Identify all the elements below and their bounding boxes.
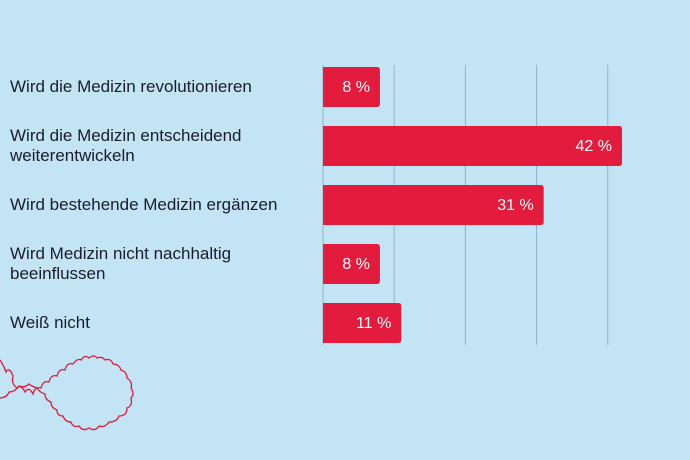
value-label: 8 %: [342, 79, 370, 96]
category-label: Wird die Medizin entscheidend weiterentw…: [10, 126, 242, 165]
category-label: Wird die Medizin revolutionieren: [10, 77, 252, 96]
bar: [323, 303, 402, 343]
category-label: Weiß nicht: [10, 313, 90, 332]
category-label: Wird bestehende Medizin ergänzen: [10, 195, 278, 214]
bar: [323, 67, 380, 107]
value-label: 8 %: [342, 256, 370, 273]
value-label: 42 %: [576, 138, 612, 155]
bar: [323, 126, 622, 166]
bar: [323, 244, 380, 284]
value-label: 11 %: [356, 315, 391, 332]
value-label: 31 %: [497, 197, 533, 214]
decoration-squiggle: [0, 355, 134, 431]
bar: [323, 185, 544, 225]
category-label: Wird Medizin nicht nachhaltig beeinfluss…: [10, 244, 232, 283]
